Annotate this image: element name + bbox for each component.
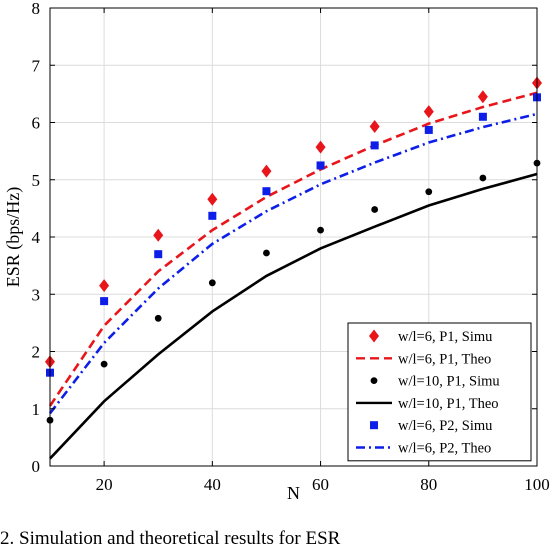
- data-point-2: [425, 188, 433, 196]
- y-tick-label: 0: [32, 457, 41, 476]
- series-line-1: [48, 91, 538, 407]
- x-tick-label: 100: [524, 475, 550, 494]
- data-point-4: [262, 187, 271, 196]
- data-point-0: [369, 120, 380, 134]
- legend-label: w/l=6, P1, Theo: [398, 351, 491, 367]
- figure-caption-text: 2. Simulation and theoretical results fo…: [0, 528, 341, 549]
- series-line-3: [49, 172, 538, 460]
- y-tick-label: 8: [32, 0, 41, 18]
- data-point-2: [208, 279, 216, 287]
- legend-marker-2: [370, 377, 378, 384]
- data-point-4: [154, 250, 163, 259]
- legend-box: [347, 322, 532, 462]
- legend-label: w/l=6, P2, Theo: [398, 441, 491, 457]
- data-point-0: [315, 140, 326, 154]
- data-point-0: [261, 164, 272, 178]
- x-tick-label: 20: [96, 475, 113, 494]
- data-point-2: [371, 206, 379, 213]
- data-point-4: [208, 211, 217, 220]
- y-tick-label: 7: [32, 56, 41, 75]
- y-tick-label: 3: [32, 285, 41, 304]
- data-point-4: [316, 161, 325, 170]
- data-point-2: [154, 314, 162, 322]
- legend-marker-0: [369, 329, 379, 343]
- legend-label: w/l=10, P1, Theo: [398, 396, 499, 412]
- legend-label: w/l=6, P1, Simu: [398, 329, 492, 345]
- y-tick-label: 5: [32, 171, 41, 190]
- data-point-0: [477, 90, 488, 104]
- data-point-2: [100, 360, 108, 368]
- y-tick-label: 4: [32, 228, 41, 247]
- data-point-0: [99, 279, 110, 293]
- data-point-0: [153, 228, 164, 242]
- legend-label: w/l=10, P1, Simu: [398, 374, 500, 390]
- data-point-4: [424, 125, 433, 134]
- data-point-0: [207, 192, 218, 206]
- x-tick-label: 80: [420, 475, 437, 494]
- y-axis-label: ESR (bps/Hz): [3, 187, 24, 288]
- series-line-5: [48, 112, 538, 415]
- x-axis-label: N: [287, 483, 300, 503]
- data-point-2: [317, 226, 324, 234]
- data-point-4: [478, 112, 487, 121]
- x-tick-label: 40: [204, 475, 221, 494]
- y-tick-label: 6: [32, 114, 41, 133]
- legend-marker-4: [370, 421, 378, 430]
- x-tick-label: 60: [312, 475, 329, 494]
- y-tick-label: 1: [32, 400, 41, 419]
- data-point-2: [263, 249, 270, 257]
- data-point-2: [479, 174, 487, 182]
- figure-caption: 2. Simulation and theoretical results fo…: [0, 520, 552, 552]
- legend-label: w/l=6, P2, Simu: [398, 418, 492, 434]
- data-point-4: [370, 141, 379, 150]
- data-point-0: [423, 105, 434, 119]
- data-point-4: [100, 297, 109, 306]
- y-tick-label: 2: [32, 343, 41, 362]
